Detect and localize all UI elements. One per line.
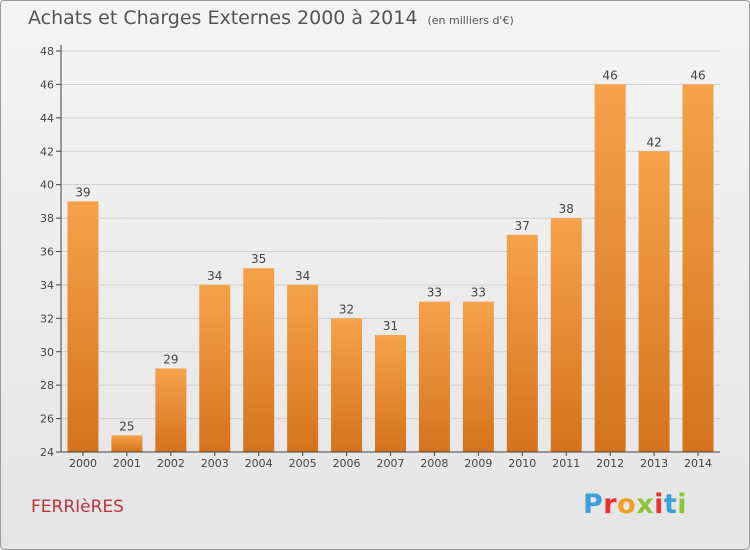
bar (375, 335, 406, 452)
data-label: 42 (646, 135, 661, 149)
logo-letter: P (583, 489, 604, 520)
x-tick-label: 2001 (113, 457, 141, 470)
x-tick-label: 2010 (508, 457, 536, 470)
bar (243, 268, 275, 452)
data-label: 31 (383, 319, 398, 333)
x-tick-label: 2011 (552, 457, 580, 470)
y-tick-label: 42 (40, 145, 54, 158)
data-label: 32 (339, 302, 354, 316)
proxiti-logo: Proxiti (583, 489, 687, 520)
bar (287, 284, 319, 452)
x-tick-label: 2000 (69, 457, 97, 470)
data-label: 37 (515, 219, 530, 233)
y-tick-label: 40 (40, 179, 54, 192)
logo-letter: i (654, 489, 664, 520)
chart-subtitle: (en milliers d'€) (427, 14, 514, 27)
x-tick-label: 2014 (684, 457, 712, 470)
y-tick-label: 38 (40, 212, 54, 225)
y-tick-label: 44 (40, 112, 54, 125)
y-tick-label: 24 (40, 446, 54, 459)
bar (594, 84, 626, 453)
logo-letter: o (617, 489, 637, 520)
bar (638, 151, 670, 452)
bar (155, 368, 187, 452)
x-tick-label: 2007 (377, 457, 405, 470)
y-tick-label: 48 (40, 45, 54, 58)
x-tick-label: 2012 (596, 457, 624, 470)
logo-letter: x (636, 489, 655, 520)
x-tick-label: 2008 (420, 457, 448, 470)
bar (506, 234, 538, 452)
bar (111, 435, 143, 452)
y-tick-label: 30 (40, 346, 54, 359)
y-tick-label: 36 (40, 246, 54, 259)
data-label: 33 (427, 286, 442, 300)
x-tick-label: 2003 (201, 457, 229, 470)
logo-letter: t (663, 489, 678, 520)
data-label: 25 (119, 419, 134, 433)
logo-letter: i (677, 489, 688, 520)
data-label: 35 (251, 252, 266, 266)
bar (418, 301, 450, 452)
bar (550, 218, 582, 452)
data-label: 39 (75, 185, 90, 199)
x-tick-label: 2005 (289, 457, 317, 470)
data-label: 33 (471, 286, 486, 300)
data-label: 46 (603, 68, 618, 82)
bar (682, 84, 714, 453)
x-tick-label: 2013 (640, 457, 668, 470)
data-label: 34 (295, 269, 310, 283)
bar (67, 201, 99, 452)
x-tick-label: 2009 (464, 457, 492, 470)
y-tick-label: 34 (40, 279, 54, 292)
y-tick-label: 46 (40, 78, 54, 91)
bar (199, 284, 231, 452)
x-tick-label: 2002 (157, 457, 185, 470)
data-label: 29 (163, 352, 178, 366)
y-tick-label: 26 (40, 413, 54, 426)
bar (331, 318, 363, 452)
town-name: FERRIèRES (31, 497, 124, 517)
title-row: Achats et Charges Externes 2000 à 2014 (e… (28, 7, 514, 29)
y-tick-label: 28 (40, 379, 54, 392)
y-tick-label: 32 (40, 312, 54, 325)
data-label: 38 (559, 202, 574, 216)
chart-title: Achats et Charges Externes 2000 à 2014 (28, 7, 418, 29)
data-label: 34 (207, 269, 222, 283)
bar (462, 301, 494, 452)
x-tick-label: 2006 (333, 457, 361, 470)
x-tick-label: 2004 (245, 457, 273, 470)
data-label: 46 (690, 68, 705, 82)
logo-letter: r (603, 489, 618, 520)
